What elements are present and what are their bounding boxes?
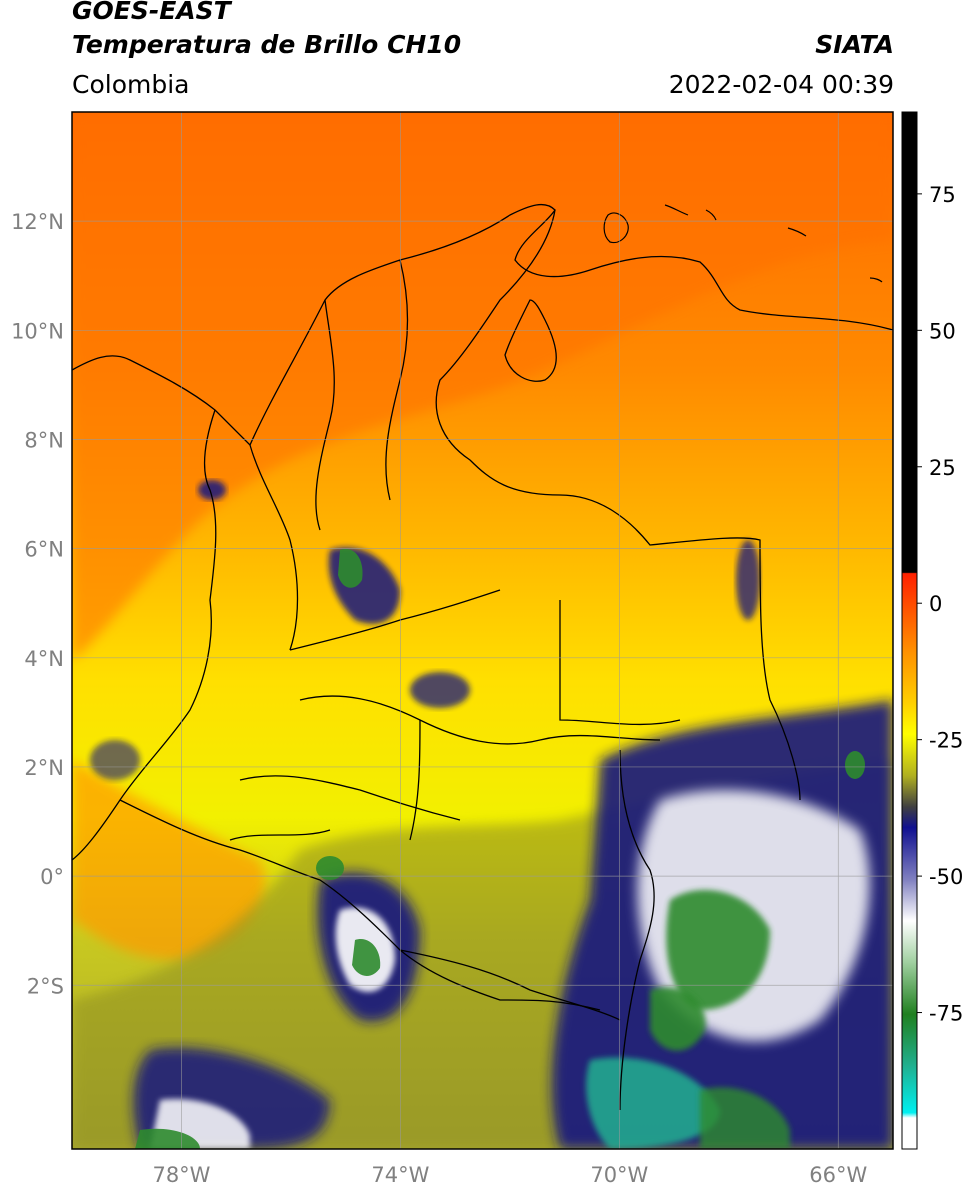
- lat-tick-label: 6°N: [24, 538, 64, 562]
- lon-tick-label: 70°W: [590, 1163, 648, 1187]
- region-label: Colombia: [72, 70, 190, 99]
- country-borders: [72, 203, 893, 1111]
- timestamp-label: 2022-02-04 00:39: [668, 70, 894, 99]
- lat-tick-label: 10°N: [11, 319, 64, 343]
- colorbar-tick-label: -25: [929, 729, 963, 753]
- product-title: Temperatura de Brillo CH10: [72, 30, 462, 59]
- colorbar-tick-label: 0: [929, 592, 942, 616]
- latitude-tick-labels: 12°N 10°N 8°N 6°N 4°N 2°N 0° 2°S: [11, 210, 64, 998]
- lon-tick-label: 74°W: [371, 1163, 429, 1187]
- longitude-tick-labels: 78°W 74°W 70°W 66°W: [152, 1163, 867, 1187]
- lon-tick-label: 66°W: [809, 1163, 867, 1187]
- colorbar-tick-label: -50: [929, 865, 963, 889]
- colorbar-tick-label: 50: [929, 319, 956, 343]
- brightness-temperature-field: [72, 112, 893, 1149]
- lat-tick-label: 0°: [40, 865, 64, 889]
- colorbar-tick-label: 25: [929, 456, 956, 480]
- graticule: [72, 112, 893, 1149]
- lat-tick-label: 2°N: [24, 756, 64, 780]
- lon-tick-label: 78°W: [152, 1163, 210, 1187]
- colorbar-gradient: [902, 112, 917, 1149]
- source-label: SIATA: [815, 30, 894, 59]
- colorbar: 75 50 25 0 -25 -50 -75: [901, 111, 963, 1150]
- colorbar-ticks: 75 50 25 0 -25 -50 -75: [917, 183, 963, 1026]
- lat-tick-label: 12°N: [11, 210, 64, 234]
- lat-tick-label: 2°S: [27, 974, 64, 998]
- colorbar-tick-label: 75: [929, 183, 956, 207]
- colorbar-tick-label: -75: [929, 1002, 963, 1026]
- colorbar-frame: [901, 111, 918, 1150]
- lat-tick-label: 4°N: [24, 647, 64, 671]
- satellite-title: GOES-EAST: [72, 0, 231, 25]
- lat-tick-label: 8°N: [24, 428, 64, 452]
- map-frame: [71, 111, 894, 1150]
